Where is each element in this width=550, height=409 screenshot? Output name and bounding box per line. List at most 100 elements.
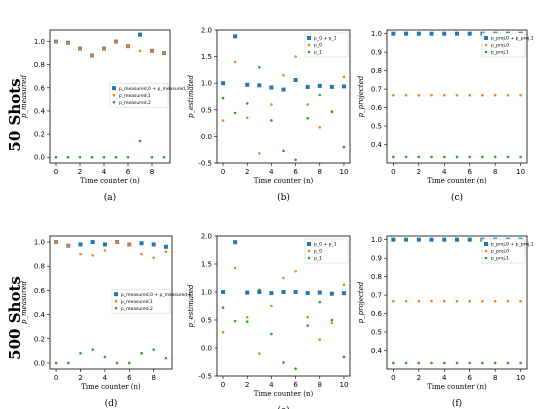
data-point xyxy=(329,84,334,89)
data-point xyxy=(430,93,433,97)
data-point xyxy=(294,158,297,162)
y-tick-label: 0.0 xyxy=(34,154,45,162)
panel-caption: (b) xyxy=(277,192,290,203)
data-point xyxy=(102,242,107,247)
data-point xyxy=(342,283,346,287)
data-point xyxy=(330,321,334,325)
y-tick-label: 0.0 xyxy=(34,359,45,367)
data-point xyxy=(233,60,237,64)
x-tick-label: 8 xyxy=(493,374,497,382)
data-point xyxy=(455,155,459,159)
legend-label: p_0 xyxy=(314,43,322,49)
legend-marker xyxy=(307,50,311,54)
data-point xyxy=(417,155,421,159)
x-tick-label: 6 xyxy=(467,374,472,382)
y-tick-label: 0.6 xyxy=(371,104,383,112)
data-point xyxy=(519,155,522,159)
x-tick-label: 0 xyxy=(54,168,58,176)
data-point xyxy=(221,306,225,309)
legend-marker xyxy=(112,93,116,97)
data-point xyxy=(341,84,346,89)
data-point xyxy=(282,276,285,280)
legend-box xyxy=(304,238,349,264)
y-tick-label: 0.2 xyxy=(34,335,45,343)
legend-box xyxy=(481,238,526,264)
data-point xyxy=(66,155,70,159)
data-point xyxy=(282,149,285,153)
data-point xyxy=(430,299,433,303)
data-point xyxy=(416,237,421,242)
legend-label: p_proj,0 + p_proj,1 xyxy=(491,242,534,248)
data-point xyxy=(270,119,273,122)
y-tick-label: 0.8 xyxy=(371,67,382,75)
data-point xyxy=(329,291,334,296)
x-tick-label: 6 xyxy=(127,374,132,382)
data-point xyxy=(455,299,459,303)
data-point xyxy=(417,361,421,365)
data-point xyxy=(294,367,297,371)
data-point xyxy=(493,155,497,159)
data-point xyxy=(138,49,142,53)
plot-frame xyxy=(49,235,173,370)
legend-marker xyxy=(307,36,311,40)
y-axis-label: p_measured xyxy=(20,280,28,324)
legend-label: p_1 xyxy=(314,50,322,56)
data-point xyxy=(245,102,249,105)
data-point xyxy=(442,361,446,365)
data-point xyxy=(54,240,58,244)
data-point xyxy=(126,44,130,48)
x-tick-label: 10 xyxy=(516,374,525,382)
x-tick-label: 8 xyxy=(151,374,155,382)
data-point xyxy=(126,155,130,159)
data-point xyxy=(221,331,225,334)
data-point xyxy=(258,288,261,292)
y-tick-label: 1.0 xyxy=(371,236,382,244)
data-point xyxy=(294,269,297,273)
panel-caption: (a) xyxy=(104,192,116,203)
data-point xyxy=(162,51,166,55)
y-tick-label: 1.5 xyxy=(201,261,212,269)
data-point xyxy=(391,237,396,242)
data-point xyxy=(90,155,94,159)
data-point xyxy=(404,361,408,365)
data-point xyxy=(233,319,237,323)
data-point xyxy=(221,290,226,294)
data-point xyxy=(342,75,346,79)
data-point xyxy=(281,290,286,294)
plot-frame xyxy=(216,29,351,164)
data-point xyxy=(114,40,118,43)
data-point xyxy=(245,315,249,319)
data-point xyxy=(221,119,225,122)
data-point xyxy=(506,299,510,303)
data-point xyxy=(318,338,322,341)
data-point xyxy=(79,351,82,355)
data-point xyxy=(404,93,408,97)
data-point xyxy=(318,300,322,304)
data-point xyxy=(270,332,273,336)
x-tick-label: 2 xyxy=(245,168,249,176)
x-tick-label: 2 xyxy=(78,374,82,382)
data-point xyxy=(128,243,131,246)
data-point xyxy=(392,155,395,159)
y-tick-label: 0.9 xyxy=(371,49,382,57)
data-point xyxy=(163,244,168,249)
y-tick-label: -0.5 xyxy=(198,160,212,168)
data-point xyxy=(306,324,309,327)
x-axis-label: Time counter (n) xyxy=(81,383,141,391)
plot-frame xyxy=(216,235,351,377)
data-point xyxy=(90,240,95,245)
data-point xyxy=(103,249,107,252)
data-point xyxy=(519,93,522,97)
data-point xyxy=(245,82,250,87)
data-point xyxy=(245,320,249,323)
data-point xyxy=(257,83,262,88)
data-point xyxy=(282,361,285,364)
plot-frame xyxy=(386,235,528,370)
y-tick-label: 1.0 xyxy=(34,239,45,247)
data-point xyxy=(430,155,433,159)
legend-box xyxy=(111,288,171,314)
data-point xyxy=(442,237,447,242)
legend-marker xyxy=(112,86,116,91)
data-point xyxy=(442,93,446,97)
